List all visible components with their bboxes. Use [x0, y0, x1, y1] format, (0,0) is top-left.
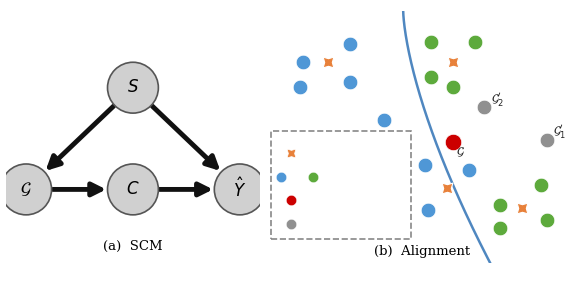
Circle shape [214, 164, 265, 215]
Point [299, 59, 308, 64]
Text: Candidates: Candidates [316, 217, 383, 230]
Point [420, 163, 429, 167]
Point [480, 105, 489, 109]
Text: $\mathit{C}$: $\mathit{C}$ [126, 181, 140, 198]
Text: $\mathcal{G}$: $\mathcal{G}$ [20, 180, 32, 198]
Text: $\mathcal{G}$: $\mathcal{G}$ [316, 193, 325, 208]
Point [495, 203, 505, 208]
Text: $\mathcal{G}$: $\mathcal{G}$ [456, 145, 465, 158]
Point [427, 75, 436, 79]
Circle shape [108, 164, 158, 215]
Text: Anchor: Anchor [316, 147, 359, 160]
Text: $\mathcal{G}_2'$: $\mathcal{G}_2'$ [491, 90, 504, 108]
Circle shape [1, 164, 51, 215]
Point [424, 208, 433, 212]
Point [346, 80, 355, 84]
Text: $\mathit{S}$: $\mathit{S}$ [127, 79, 139, 96]
Point [449, 140, 458, 145]
Text: (b)  Alignment: (b) Alignment [374, 245, 470, 258]
Point [286, 198, 295, 203]
Point [427, 39, 436, 44]
Point [308, 174, 317, 179]
Point [464, 168, 473, 172]
Circle shape [108, 62, 158, 113]
Point [286, 222, 295, 226]
Text: $\mathcal{G}_1'$: $\mathcal{G}_1'$ [553, 122, 566, 140]
Text: Instance: Instance [331, 170, 383, 183]
Point [470, 39, 480, 44]
Point [536, 183, 545, 187]
Text: (a)  SCM: (a) SCM [103, 240, 163, 253]
Point [277, 174, 286, 179]
Point [295, 85, 305, 89]
Point [542, 218, 551, 223]
Point [542, 138, 551, 142]
Point [380, 117, 389, 122]
Point [495, 226, 505, 230]
Point [346, 42, 355, 46]
Point [449, 85, 458, 89]
Text: $\hat{Y}$: $\hat{Y}$ [233, 178, 246, 201]
FancyBboxPatch shape [271, 131, 411, 239]
